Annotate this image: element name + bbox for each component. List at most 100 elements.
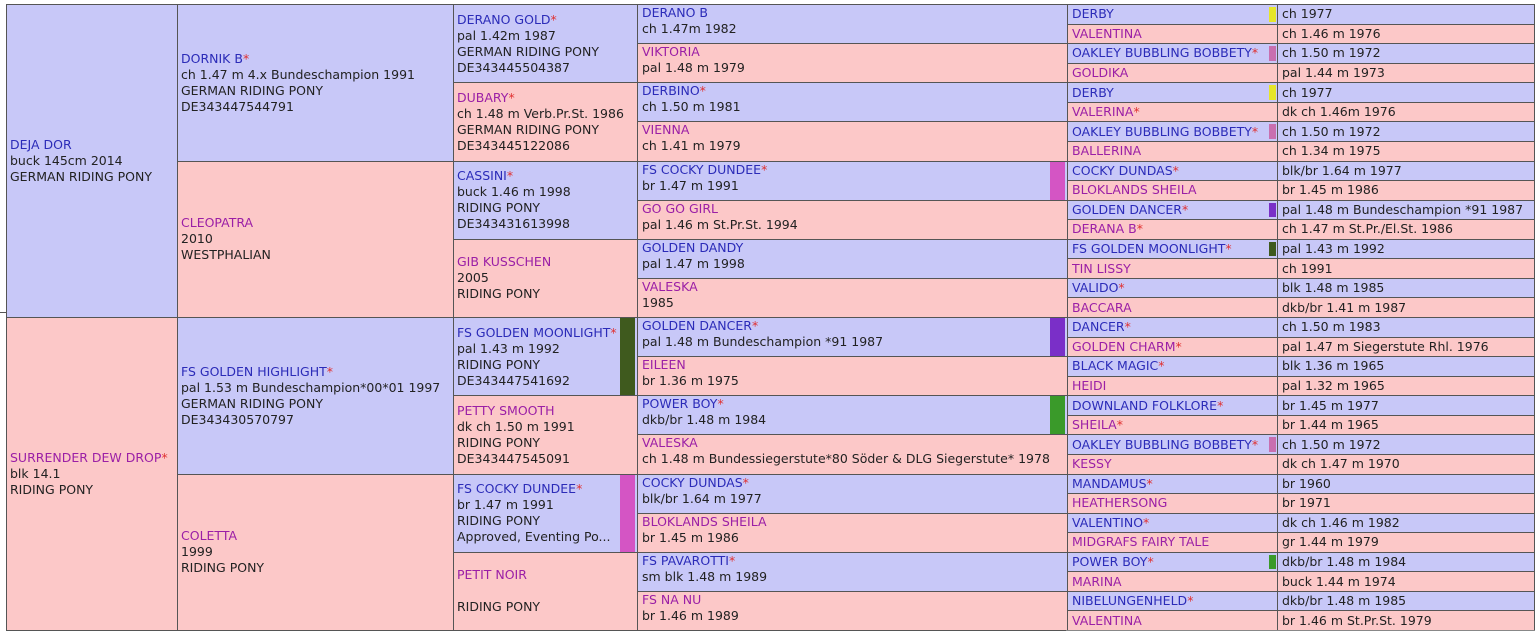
horse-name-link[interactable]: BLOKLANDS SHEILA [1072,182,1197,198]
g6-cell: br 1971 [1277,493,1535,514]
horse-name-link[interactable]: FS GOLDEN HIGHLIGHT [181,363,327,379]
horse-name-link[interactable]: HEATHERSONG [1072,495,1168,511]
horse-name-link[interactable]: PETIT NOIR [457,567,527,583]
horse-name-link[interactable]: POWER BOY [1072,554,1148,570]
horse-name-link[interactable]: DORNIK B [181,50,243,66]
g2-cell: DORNIK B* ch 1.47 m 4.x Bundeschampion 19… [177,4,454,162]
horse-name-link[interactable]: VIKTORIA [642,44,700,60]
horse-detail: RIDING PONY [457,356,541,372]
horse-name-link[interactable]: SHEILA [1072,417,1117,433]
g6-cell: blk 1.36 m 1965 [1277,356,1535,377]
horse-name-link[interactable]: DOWNLAND FOLKLORE [1072,397,1218,413]
horse-name-link[interactable]: BLOKLANDS SHEILA [642,513,767,529]
horse-name-link[interactable]: DERBY [1072,6,1114,22]
horse-detail: pal 1.48 m Bundeschampion *91 1987 [642,334,884,349]
horse-name-link[interactable]: VIENNA [642,122,690,138]
horse-name-link[interactable]: VALIDO [1072,280,1119,296]
horse-name-link[interactable]: GOLDEN CHARM [1072,338,1176,354]
horse-name-link[interactable]: FS GOLDEN MOONLIGHT [457,324,611,340]
g6-cell: br 1.46 m St.Pr.St. 1979 [1277,610,1535,631]
horse-name-link[interactable]: DERBINO [642,83,700,99]
horse-name-link[interactable]: GOLDIKA [1072,64,1129,80]
horse-name-link[interactable]: VALESKA [642,435,698,451]
horse-name-link[interactable]: GOLDEN DANDY [642,239,744,255]
horse-name-link[interactable]: MIDGRAFS FAIRY TALE [1072,534,1210,550]
horse-name-link[interactable]: FS GOLDEN MOONLIGHT [1072,241,1226,257]
horse-name-link[interactable]: EILEEN [642,357,686,373]
pedigree-star-icon: * [751,318,759,333]
horse-name-link[interactable]: VALENTINA [1072,25,1142,41]
g4-cell: VALESKA 1985 [637,277,1068,318]
horse-name-link[interactable]: VALENTINA [1072,612,1142,628]
horse-name-link[interactable]: DERBY [1072,84,1114,100]
horse-name-line: DUBARY* [457,90,637,106]
horse-name-line: DERBINO* [642,83,1067,99]
horse-name-line: BLACK MAGIC* [1072,359,1165,373]
g6-cell: dk ch 1.46 m 1982 [1277,512,1535,534]
g6-cell: dk ch 1.46m 1976 [1277,101,1535,123]
horse-name-link[interactable]: PETTY SMOOTH [457,402,555,418]
horse-name-link[interactable]: VALENTINO [1072,514,1144,530]
horse-name-link[interactable]: GOLDEN DANCER [642,318,752,333]
horse-detail: pal 1.53 m Bundeschampion*00*01 1997 [181,379,441,395]
horse-detail: gr 1.44 m 1979 [1282,534,1379,550]
horse-name-link[interactable]: FS COCKY DUNDEE [457,481,577,497]
g5-cell: VALIDO* [1067,277,1278,299]
horse-name-link[interactable]: VALESKA [642,278,698,294]
horse-name-link[interactable]: BALLERINA [1072,143,1142,159]
horse-name-link[interactable]: COCKY DUNDAS [642,474,743,490]
horse-name-link[interactable]: HEIDI [1072,377,1107,393]
horse-name-link[interactable]: FS NA NU [642,591,702,607]
horse-name-link[interactable]: BLACK MAGIC [1072,358,1159,374]
g4-cell: GOLDEN DANDY pal 1.47 m 1998 [637,238,1068,279]
horse-name-line: GIB KUSSCHEN [457,254,637,270]
horse-name-link[interactable]: DERANA B [1072,221,1137,237]
horse-name-link[interactable]: GIB KUSSCHEN [457,254,552,270]
horse-name-link[interactable]: DERANO GOLD [457,11,551,27]
horse-name-link[interactable]: GOLDEN DANCER [1072,201,1182,217]
horse-name-link[interactable]: GO GO GIRL [642,200,719,216]
horse-detail: dkb/br 1.48 m 1985 [1282,593,1407,609]
horse-name-link[interactable]: VALERINA [1072,104,1134,120]
pedigree-star-icon: * [1251,45,1259,61]
horse-name-link[interactable]: NIBELUNGENHELD [1072,593,1188,609]
horse-name-link[interactable]: FS COCKY DUNDEE [642,161,762,177]
g5-cell: OAKLEY BUBBLING BOBBETY* [1067,121,1278,142]
horse-detail: ch 1.50 m 1972 [1282,436,1381,452]
divider-line [1066,630,1535,631]
horse-name-line: DERANA B* [1072,222,1143,236]
horse-name-link[interactable]: COLETTA [181,528,238,544]
horse-name-link[interactable]: POWER BOY [642,396,718,412]
horse-name-link[interactable]: BACCARA [1072,299,1132,315]
horse-detail: br 1.46 m 1989 [642,607,739,623]
horse-name-link[interactable]: OAKLEY BUBBLING BOBBETY [1072,45,1252,61]
horse-name-line: OAKLEY BUBBLING BOBBETY* [1072,46,1258,60]
horse-name-link[interactable]: CLEOPATRA [181,215,254,231]
horse-name-link[interactable]: DUBARY [457,89,509,105]
g3-cell: CASSINI* buck 1.46 m 1998 RIDING PONY DE343… [453,160,638,240]
g5-cell: BALLERINA [1067,140,1278,162]
horse-name-link[interactable]: MANDAMUS [1072,475,1147,491]
horse-name-link[interactable]: FS PAVAROTTI [642,552,729,568]
horse-name-line: VALENTINO* [1072,514,1149,530]
horse-name-link[interactable]: OAKLEY BUBBLING BOBBETY [1072,123,1252,139]
horse-detail: ch 1.50 m 1981 [642,99,741,115]
horse-detail: RIDING PONY [181,560,265,576]
horse-name-link[interactable]: KESSY [1072,456,1112,472]
horse-name-line: DERBY [1072,84,1114,100]
horse-name-link[interactable]: CASSINI [457,168,507,184]
horse-name-link[interactable]: DEJA DOR [10,137,72,152]
g6-cell: gr 1.44 m 1979 [1277,532,1535,553]
horse-name-link[interactable]: DANCER [1072,319,1125,335]
inbreeding-color-marker [1269,241,1276,257]
horse-name-link[interactable]: SURRENDER DEW DROP [10,450,162,465]
horse-name-link[interactable]: OAKLEY BUBBLING BOBBETY [1072,436,1252,452]
horse-name-line: GOLDEN DANDY [642,240,1067,256]
horse-name-link[interactable]: DERANO B [642,5,708,20]
horse-name-link[interactable]: TIN LISSY [1072,260,1131,276]
horse-name-link[interactable]: COCKY DUNDAS [1072,162,1173,178]
g5-cell: DERANA B* [1067,219,1278,240]
horse-name-link[interactable]: MARINA [1072,573,1122,589]
horse-detail: DE343447545091 [457,450,570,466]
g6-cell: dkb/br 1.41 m 1987 [1277,297,1535,318]
